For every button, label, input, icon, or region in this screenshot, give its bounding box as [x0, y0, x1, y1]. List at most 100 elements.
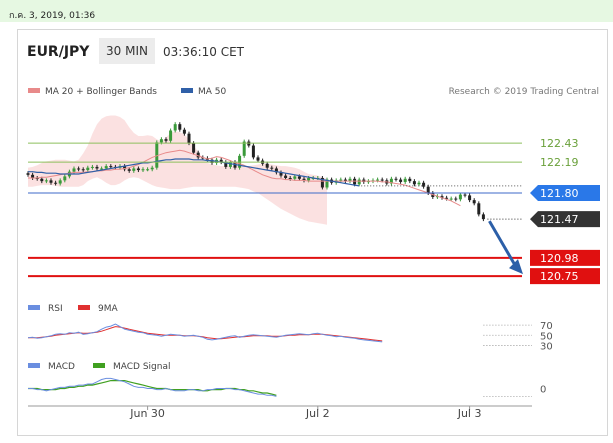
level-tag-target	[530, 268, 600, 285]
candle-body	[412, 181, 416, 185]
candle-body	[297, 176, 301, 179]
macd-legend-swatch	[28, 363, 40, 368]
candle-body	[58, 180, 62, 184]
candle-body	[399, 179, 403, 182]
level-tag-last	[530, 211, 600, 228]
candle-body	[449, 198, 453, 200]
symbol-label: EUR/JPY	[27, 44, 90, 60]
chart-header: EUR/JPY 30 MIN 03:36:10 CET	[18, 30, 607, 70]
signal-legend-label: MACD Signal	[113, 362, 171, 372]
rsi-tick-label: 30	[540, 341, 553, 352]
candle-body	[454, 198, 458, 200]
ma20-legend-swatch	[28, 88, 40, 93]
signal-legend-swatch	[93, 363, 105, 368]
candle-body	[251, 145, 255, 158]
candle-body	[228, 162, 232, 167]
candle-body	[440, 196, 444, 198]
candle-body	[426, 186, 430, 194]
candle-body	[169, 130, 173, 141]
candle-body	[288, 177, 292, 179]
candle-body	[159, 139, 163, 143]
candle-body	[325, 179, 329, 188]
ma50-legend-swatch	[181, 88, 193, 93]
rsi-ma-legend-label: 9MA	[98, 304, 118, 314]
candle-body	[256, 157, 260, 161]
candle-body	[219, 159, 223, 163]
candle-body	[40, 178, 44, 182]
candle-body	[81, 169, 85, 171]
candle-body	[63, 176, 67, 181]
rsi-legend-swatch	[28, 305, 40, 310]
candle-body	[343, 179, 347, 182]
candle-body	[196, 152, 200, 158]
macd-layer: 0	[28, 377, 546, 397]
candle-body	[320, 177, 324, 188]
candle-body	[150, 167, 154, 170]
candle-body	[284, 175, 288, 178]
candle-body	[77, 168, 81, 170]
x-tick-label: Jul 2	[305, 407, 330, 420]
candle-body	[270, 167, 274, 169]
candle-body	[109, 166, 113, 168]
candle-body	[445, 197, 449, 199]
candle-body	[210, 159, 214, 163]
candle-body	[458, 194, 462, 200]
candle-body	[348, 178, 352, 182]
level-label-target: 120.98	[540, 252, 579, 265]
candle-body	[265, 163, 269, 168]
candle-body	[90, 166, 94, 168]
candle-body	[422, 182, 426, 187]
candle-body	[224, 162, 228, 167]
macd-signal-line	[28, 380, 277, 396]
candle-body	[472, 200, 476, 204]
candle-body	[357, 179, 361, 185]
level-label-resistance: 122.19	[540, 156, 579, 169]
candle-body	[293, 176, 297, 179]
rsi-ma-legend-swatch	[78, 305, 90, 310]
candle-body	[72, 168, 76, 172]
macd-tick-label: 0	[540, 385, 546, 396]
candle-body	[376, 179, 380, 181]
candle-body	[155, 142, 159, 168]
level-label-target: 120.75	[540, 270, 579, 283]
price-layer: 122.43 122.19 121.80 121.47 120.98 120.75	[26, 115, 600, 285]
level-tag-pivot	[530, 185, 600, 202]
macd-legend-label: MACD	[48, 362, 75, 372]
candle-body	[192, 143, 196, 153]
candle-body	[141, 169, 145, 171]
projection-arrow	[488, 220, 517, 266]
candle-body	[403, 178, 407, 182]
candle-body	[389, 178, 393, 184]
rsi-tick-label: 50	[540, 331, 553, 342]
candle-body	[54, 182, 58, 184]
date-label: ก.ค. 3, 2019, 01:36	[9, 11, 96, 21]
candle-body	[49, 180, 53, 183]
candle-body	[279, 172, 283, 176]
candle-body	[187, 133, 191, 144]
rsi-legend-label: RSI	[48, 304, 63, 314]
x-tick-label: Jul 3	[457, 407, 482, 420]
candle-body	[127, 169, 131, 171]
candle-body	[477, 203, 481, 215]
candle-body	[132, 168, 136, 171]
candle-body	[95, 166, 99, 169]
top-date-bar: ก.ค. 3, 2019, 01:36	[0, 0, 613, 22]
candle-body	[26, 173, 30, 175]
rsi-line	[27, 323, 383, 343]
timeframe-badge[interactable]: 30 MIN	[99, 38, 155, 64]
candle-body	[146, 169, 150, 171]
macd-line	[28, 377, 277, 397]
candle-body	[339, 179, 343, 181]
candle-body	[380, 179, 384, 181]
rsi-tick-label: 70	[540, 321, 553, 332]
candle-body	[394, 178, 398, 180]
candle-body	[182, 129, 186, 134]
candle-body	[104, 166, 108, 169]
level-label-pivot: 121.80	[540, 187, 579, 200]
candle-body	[178, 124, 182, 130]
research-credit: Research © 2019 Trading Central	[449, 87, 599, 97]
ma50-legend-label: MA 50	[198, 87, 227, 97]
x-tick-label: Jun 30	[129, 407, 165, 420]
level-tag-target	[530, 249, 600, 266]
